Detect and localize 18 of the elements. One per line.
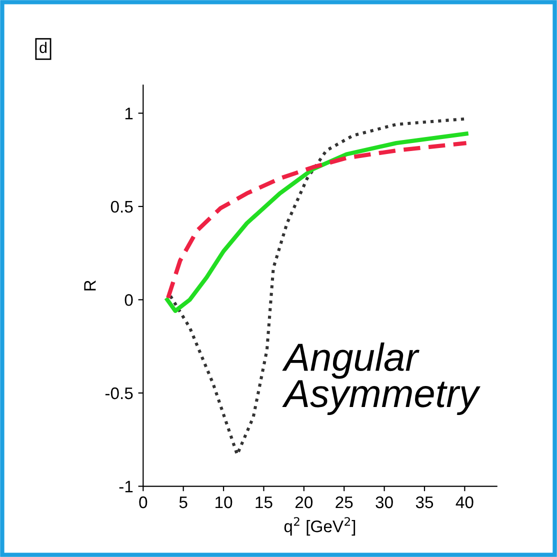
y-tick-label: 0 [124,294,133,306]
y-tick-label: -0.5 [105,387,133,400]
x-tick-label: 30 [376,496,393,508]
x-tick-label: 0 [139,496,148,508]
y-tick-label: -1 [119,480,133,492]
y-axis-title: R [84,280,96,290]
annotation: Angular Asymmetry [282,342,480,416]
x-tick-label: 5 [179,496,188,508]
x-tick-label: 40 [456,496,474,508]
y-tick-label: 1 [125,108,133,120]
x-tick-label: 35 [416,496,434,508]
x-tick-label: 25 [336,496,353,508]
x-tick-label: 20 [295,496,313,508]
y-tick-label: 0.5 [110,200,133,213]
text: d [40,42,46,54]
x-tick-label: 15 [256,496,272,508]
x-axis-title: q$^{2}$ [GeV$^{2}$] [284,517,356,536]
x-tick-label: 10 [216,496,232,508]
